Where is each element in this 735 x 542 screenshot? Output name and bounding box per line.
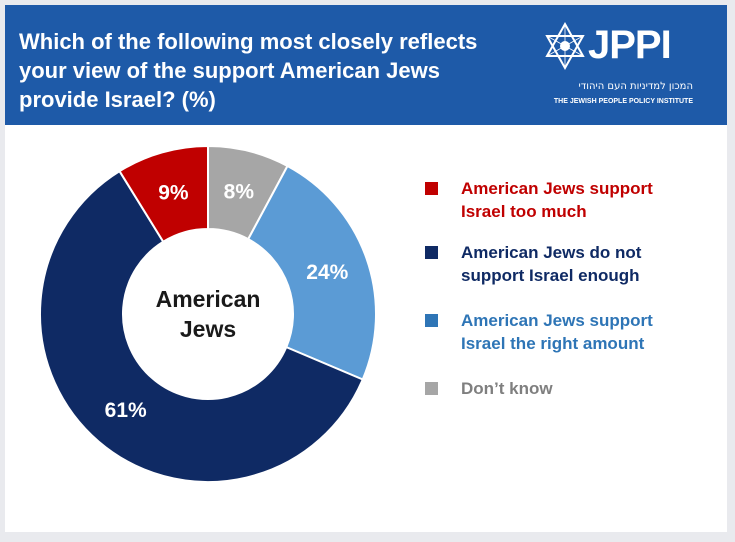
- donut-slice: [39, 169, 365, 483]
- chart-card: Which of the following most closely refl…: [5, 5, 727, 532]
- logo-hebrew-name: המכון למדיניות העם היהודי: [578, 81, 693, 92]
- legend-label: American Jews support Israel the right am…: [461, 311, 653, 353]
- slice-value-label: 8%: [224, 180, 255, 203]
- legend-swatch: [425, 382, 438, 395]
- legend-label: American Jews support Israel too much: [461, 179, 653, 221]
- chart-title: Which of the following most closely refl…: [19, 29, 478, 112]
- star-of-david-icon: [545, 21, 585, 71]
- logo-english-name: THE JEWISH PEOPLE POLICY INSTITUTE: [553, 98, 693, 105]
- legend-swatch: [425, 314, 438, 327]
- donut-center-label-line: Jews: [180, 316, 236, 342]
- header-banner: Which of the following most closely refl…: [5, 5, 727, 125]
- legend-swatch: [425, 182, 438, 195]
- donut-chart: 8% 24% 61% 9% American Jews: [39, 144, 377, 483]
- legend-label: American Jews do not support Israel enoug…: [461, 243, 642, 285]
- donut-slice: [246, 164, 377, 381]
- legend-label: Don’t know: [461, 379, 553, 398]
- donut-center-label-line: American: [156, 286, 261, 312]
- slice-value-label: 61%: [105, 399, 147, 422]
- legend-swatch: [425, 246, 438, 259]
- slice-value-label: 24%: [306, 261, 348, 284]
- donut-slice: [118, 144, 209, 244]
- logo-wordmark: JPPI: [588, 23, 672, 67]
- jppi-logo: JPPI המכון למדיניות העם היהודי THE JEWIS…: [543, 21, 713, 115]
- donut-center-label: American Jews: [156, 286, 261, 342]
- slice-value-label: 9%: [158, 181, 189, 204]
